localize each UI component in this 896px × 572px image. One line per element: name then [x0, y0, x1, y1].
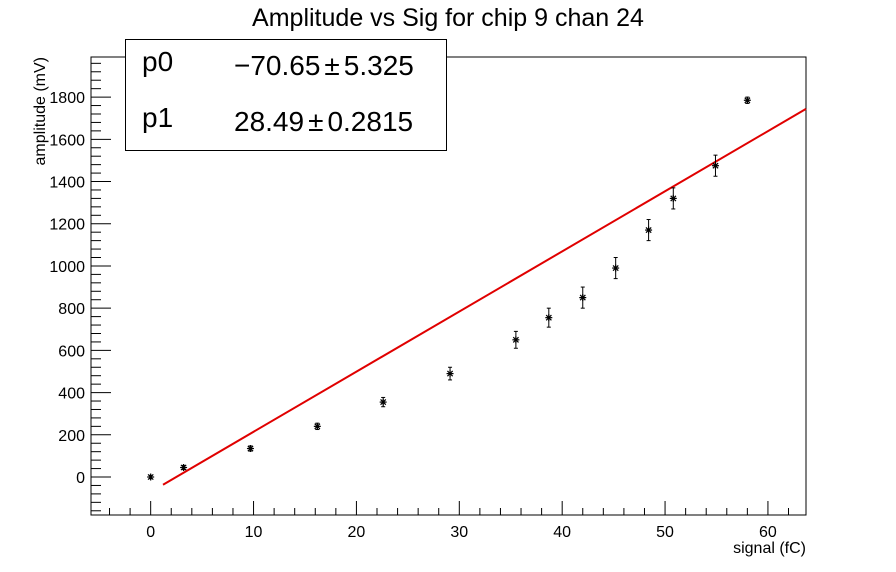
- y-tick-label: 1400: [49, 175, 85, 192]
- axis-ticks: 0 10 20 30 40 50 60020040060080010001200140016…: [49, 62, 790, 541]
- data-point: [545, 307, 553, 328]
- y-tick-label: 1200: [49, 217, 85, 234]
- stat-row-p1: p1 28.49 ±0.2815: [126, 96, 446, 146]
- fit-stats-box: p0 −70.65 ±5.325 p1 28.49 ±0.2815: [125, 39, 447, 151]
- stat-value: −70.65 ±5.325: [234, 50, 414, 82]
- data-point: [379, 396, 387, 408]
- x-tick-label: 10: [245, 524, 263, 541]
- marker-d2: [744, 97, 751, 104]
- y-tick-label: 600: [58, 343, 85, 360]
- stat-name: p0: [142, 46, 174, 77]
- plus-minus-symbol: ±: [308, 106, 324, 137]
- x-tick-label: 0: [146, 524, 155, 541]
- data-point: [246, 445, 254, 453]
- marker-d2: [147, 473, 154, 481]
- fit-layer: [162, 108, 807, 486]
- stat-value: 28.49 ±0.2815: [234, 106, 413, 138]
- stat-error: 0.2815: [327, 106, 414, 137]
- data-point: [645, 219, 653, 242]
- data-point: [180, 464, 188, 472]
- x-tick-label: 40: [553, 524, 571, 541]
- stat-error: 5.325: [343, 50, 414, 81]
- marker-d2: [712, 162, 719, 169]
- plot-frame: [90, 56, 807, 516]
- data-point: [313, 422, 321, 431]
- data-point: [669, 187, 677, 210]
- marker-d2: [645, 227, 652, 234]
- y-tick-label: 1600: [49, 132, 85, 149]
- x-axis-title: signal (fC): [733, 540, 806, 557]
- y-tick-label: 200: [58, 428, 85, 445]
- data-point: [743, 96, 751, 104]
- marker-d2: [380, 399, 387, 406]
- data-point: [147, 473, 155, 481]
- x-tick-label: 20: [348, 524, 366, 541]
- marker-d2: [180, 464, 187, 471]
- data-point: [579, 286, 587, 309]
- y-tick-label: 400: [58, 386, 85, 403]
- data-point: [512, 330, 520, 349]
- y-tick-label: 800: [58, 301, 85, 318]
- x-tick-label: 30: [450, 524, 468, 541]
- plus-minus-symbol: ±: [324, 50, 340, 81]
- y-axis-title: amplitude (mV): [32, 57, 49, 165]
- y-tick-label: 1000: [49, 259, 85, 276]
- marker-d2: [612, 265, 619, 272]
- y-tick-label: 0: [76, 470, 85, 487]
- stat-name: p1: [142, 102, 174, 133]
- marker-d2: [512, 336, 519, 343]
- stat-row-p0: p0 −70.65 ±5.325: [126, 40, 446, 90]
- x-tick-label: 50: [656, 524, 674, 541]
- data-point: [612, 257, 620, 280]
- chart-title: Amplitude vs Sig for chip 9 chan 24: [252, 4, 644, 32]
- fit-line: [162, 108, 807, 486]
- y-tick-label: 1800: [49, 90, 85, 107]
- x-tick-label: 60: [759, 524, 777, 541]
- marker-d2: [247, 445, 254, 452]
- data-point: [446, 366, 454, 381]
- marker-d2: [446, 370, 454, 377]
- data-points: [147, 96, 751, 481]
- stat-number: −70.65: [234, 50, 321, 81]
- marker-d2: [545, 314, 552, 321]
- marker-d2: [670, 195, 677, 202]
- marker-d2: [314, 423, 321, 430]
- marker-d2: [579, 294, 586, 301]
- data-point: [711, 154, 719, 177]
- stat-number: 28.49: [234, 106, 305, 137]
